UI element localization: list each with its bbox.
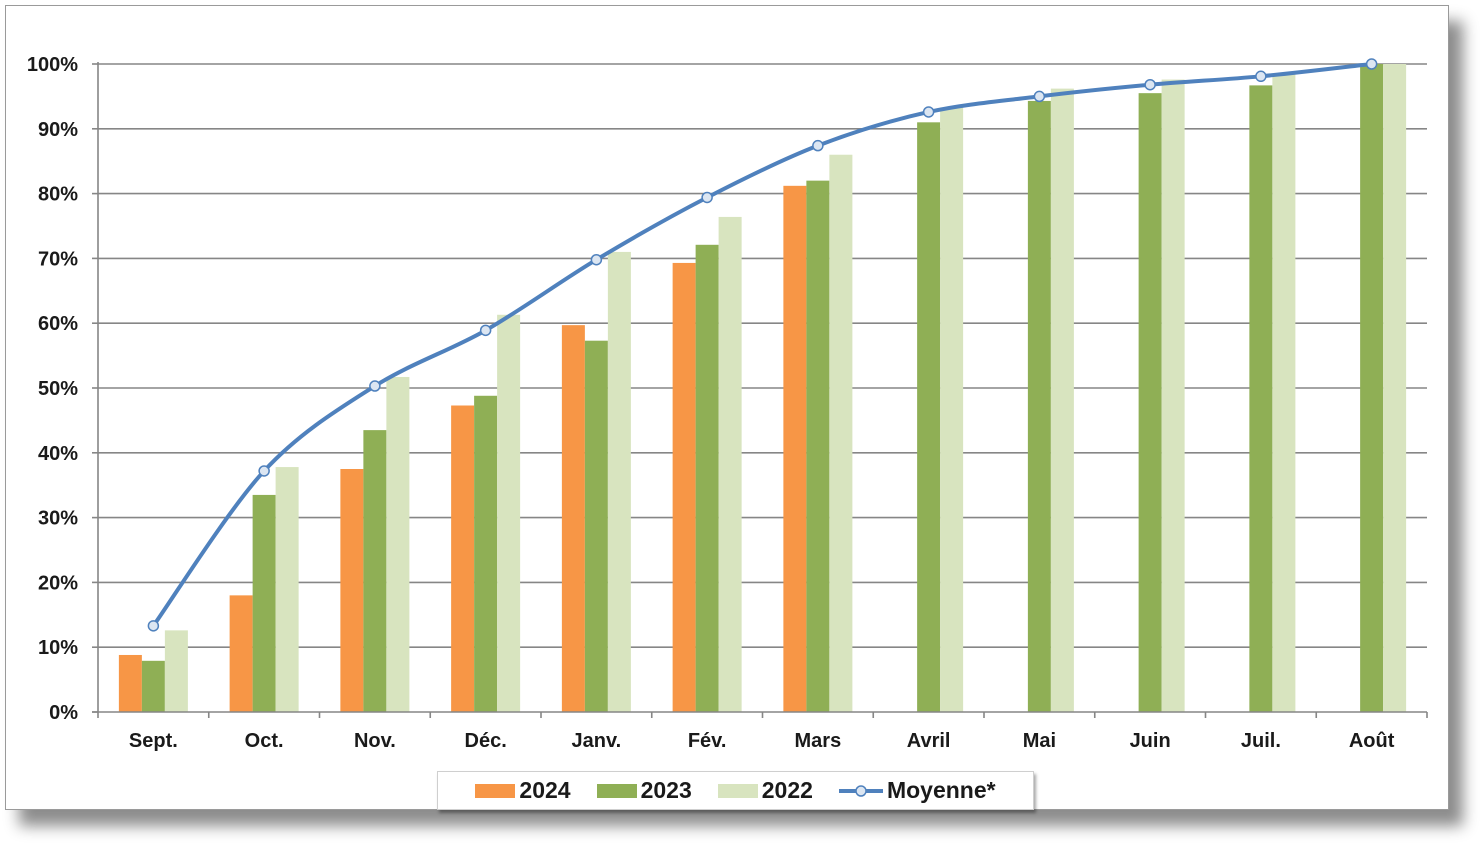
bar-2023 (252, 494, 276, 712)
bars (118, 64, 1407, 713)
point-Moyenne* (812, 139, 824, 152)
bar-2022 (1383, 64, 1407, 712)
legend-swatch-2022 (717, 783, 758, 798)
bar-2023 (1249, 85, 1273, 712)
point-Moyenne* (1144, 78, 1156, 91)
bar-2023 (141, 660, 165, 712)
bar-2022 (497, 314, 521, 712)
y-tick-label: 50% (38, 378, 78, 400)
x-tick-label: Mai (1023, 730, 1056, 752)
x-tick-label: Août (1349, 730, 1395, 752)
y-tick-label: 100% (27, 54, 78, 76)
x-axis-ticks: Sept. Oct. Nov. Déc. Janv. Fév. Mars Avril Mai Ju… (129, 730, 1395, 752)
y-tick-label: 30% (38, 508, 78, 530)
y-tick-label: 70% (38, 248, 78, 270)
line-Moyenne* (151, 62, 1372, 627)
legend-item-moyenne: Moyenne* (838, 777, 996, 804)
legend-item-2023: 2023 (596, 777, 692, 804)
bar-2022 (940, 107, 964, 712)
bar-2024 (672, 262, 696, 712)
point-Moyenne* (479, 324, 492, 337)
y-axis-ticks: 0% 10% 20% 30% 40% 50% 60% 70% 80% 90% 100% (27, 54, 78, 724)
bar-2024 (451, 405, 475, 712)
bar-2022 (1272, 73, 1296, 713)
bar-2023 (695, 244, 719, 713)
point-Moyenne* (922, 106, 935, 118)
point-Moyenne* (147, 620, 160, 632)
legend-label-2023: 2023 (640, 777, 692, 803)
legend-item-2022: 2022 (717, 777, 813, 804)
bar-2023 (363, 430, 387, 712)
bar-2023 (1027, 100, 1051, 713)
average-line (147, 58, 1378, 632)
bar-2022 (275, 467, 299, 712)
y-tick-label: 0% (49, 702, 78, 724)
point-Moyenne* (1033, 90, 1046, 103)
axes (92, 62, 1428, 718)
point-Moyenne* (590, 253, 603, 266)
bar-2022 (1161, 79, 1185, 712)
chart-frame: 0% 10% 20% 30% 40% 50% 60% 70% 80% 90% 100% Sept. O… (5, 5, 1449, 810)
bar-2022 (386, 376, 410, 712)
point-Moyenne* (1365, 58, 1378, 70)
y-tick-label: 80% (38, 184, 78, 206)
x-tick-label: Fév. (688, 730, 727, 752)
bar-2022 (1050, 88, 1074, 712)
bar-2023 (1360, 64, 1384, 712)
point-Moyenne* (1255, 70, 1267, 83)
bar-2024 (229, 595, 253, 712)
bar-2023 (806, 180, 830, 712)
y-tick-label: 10% (38, 637, 78, 659)
point-Moyenne* (701, 191, 713, 204)
y-tick-label: 90% (38, 119, 78, 141)
point-Moyenne* (369, 380, 381, 392)
bar-2022 (607, 251, 631, 713)
legend-label-2024: 2024 (519, 777, 571, 803)
legend-swatch-2023 (596, 783, 637, 798)
legend-swatch-2024 (475, 783, 516, 798)
y-tick-label: 60% (38, 313, 78, 335)
legend-item-2024: 2024 (475, 777, 571, 804)
bar-2023 (917, 122, 941, 712)
x-tick-label: Juin (1130, 730, 1171, 752)
x-tick-label: Sept. (129, 730, 178, 752)
bar-2022 (164, 630, 188, 712)
bar-2022 (829, 154, 853, 713)
x-tick-label: Juil. (1241, 730, 1281, 752)
bar-2024 (340, 469, 364, 712)
x-tick-label: Avril (907, 730, 951, 752)
bar-2024 (561, 325, 585, 712)
legend-label-moyenne: Moyenne* (886, 777, 996, 803)
bar-2024 (783, 185, 807, 713)
legend-label-2022: 2022 (761, 777, 813, 803)
point-Moyenne* (258, 465, 270, 477)
bar-2023 (1138, 93, 1162, 712)
x-tick-label: Oct. (245, 730, 284, 752)
x-tick-label: Mars (795, 730, 842, 752)
bar-2023 (584, 340, 608, 712)
x-tick-label: Nov. (354, 730, 396, 752)
bar-2022 (718, 216, 742, 713)
grid-lines (98, 63, 1427, 649)
y-tick-label: 40% (38, 443, 78, 465)
bar-2024 (118, 654, 142, 712)
x-tick-label: Déc. (465, 730, 507, 752)
bar-2023 (474, 395, 498, 712)
legend: 2024 2023 2022 Moyenne* (437, 771, 1034, 810)
legend-swatch-moyenne (838, 784, 883, 797)
chart-plot: 0% 10% 20% 30% 40% 50% 60% 70% 80% 90% 100% Sept. O… (27, 54, 1428, 752)
y-tick-label: 20% (38, 572, 78, 594)
x-tick-label: Janv. (572, 730, 622, 752)
